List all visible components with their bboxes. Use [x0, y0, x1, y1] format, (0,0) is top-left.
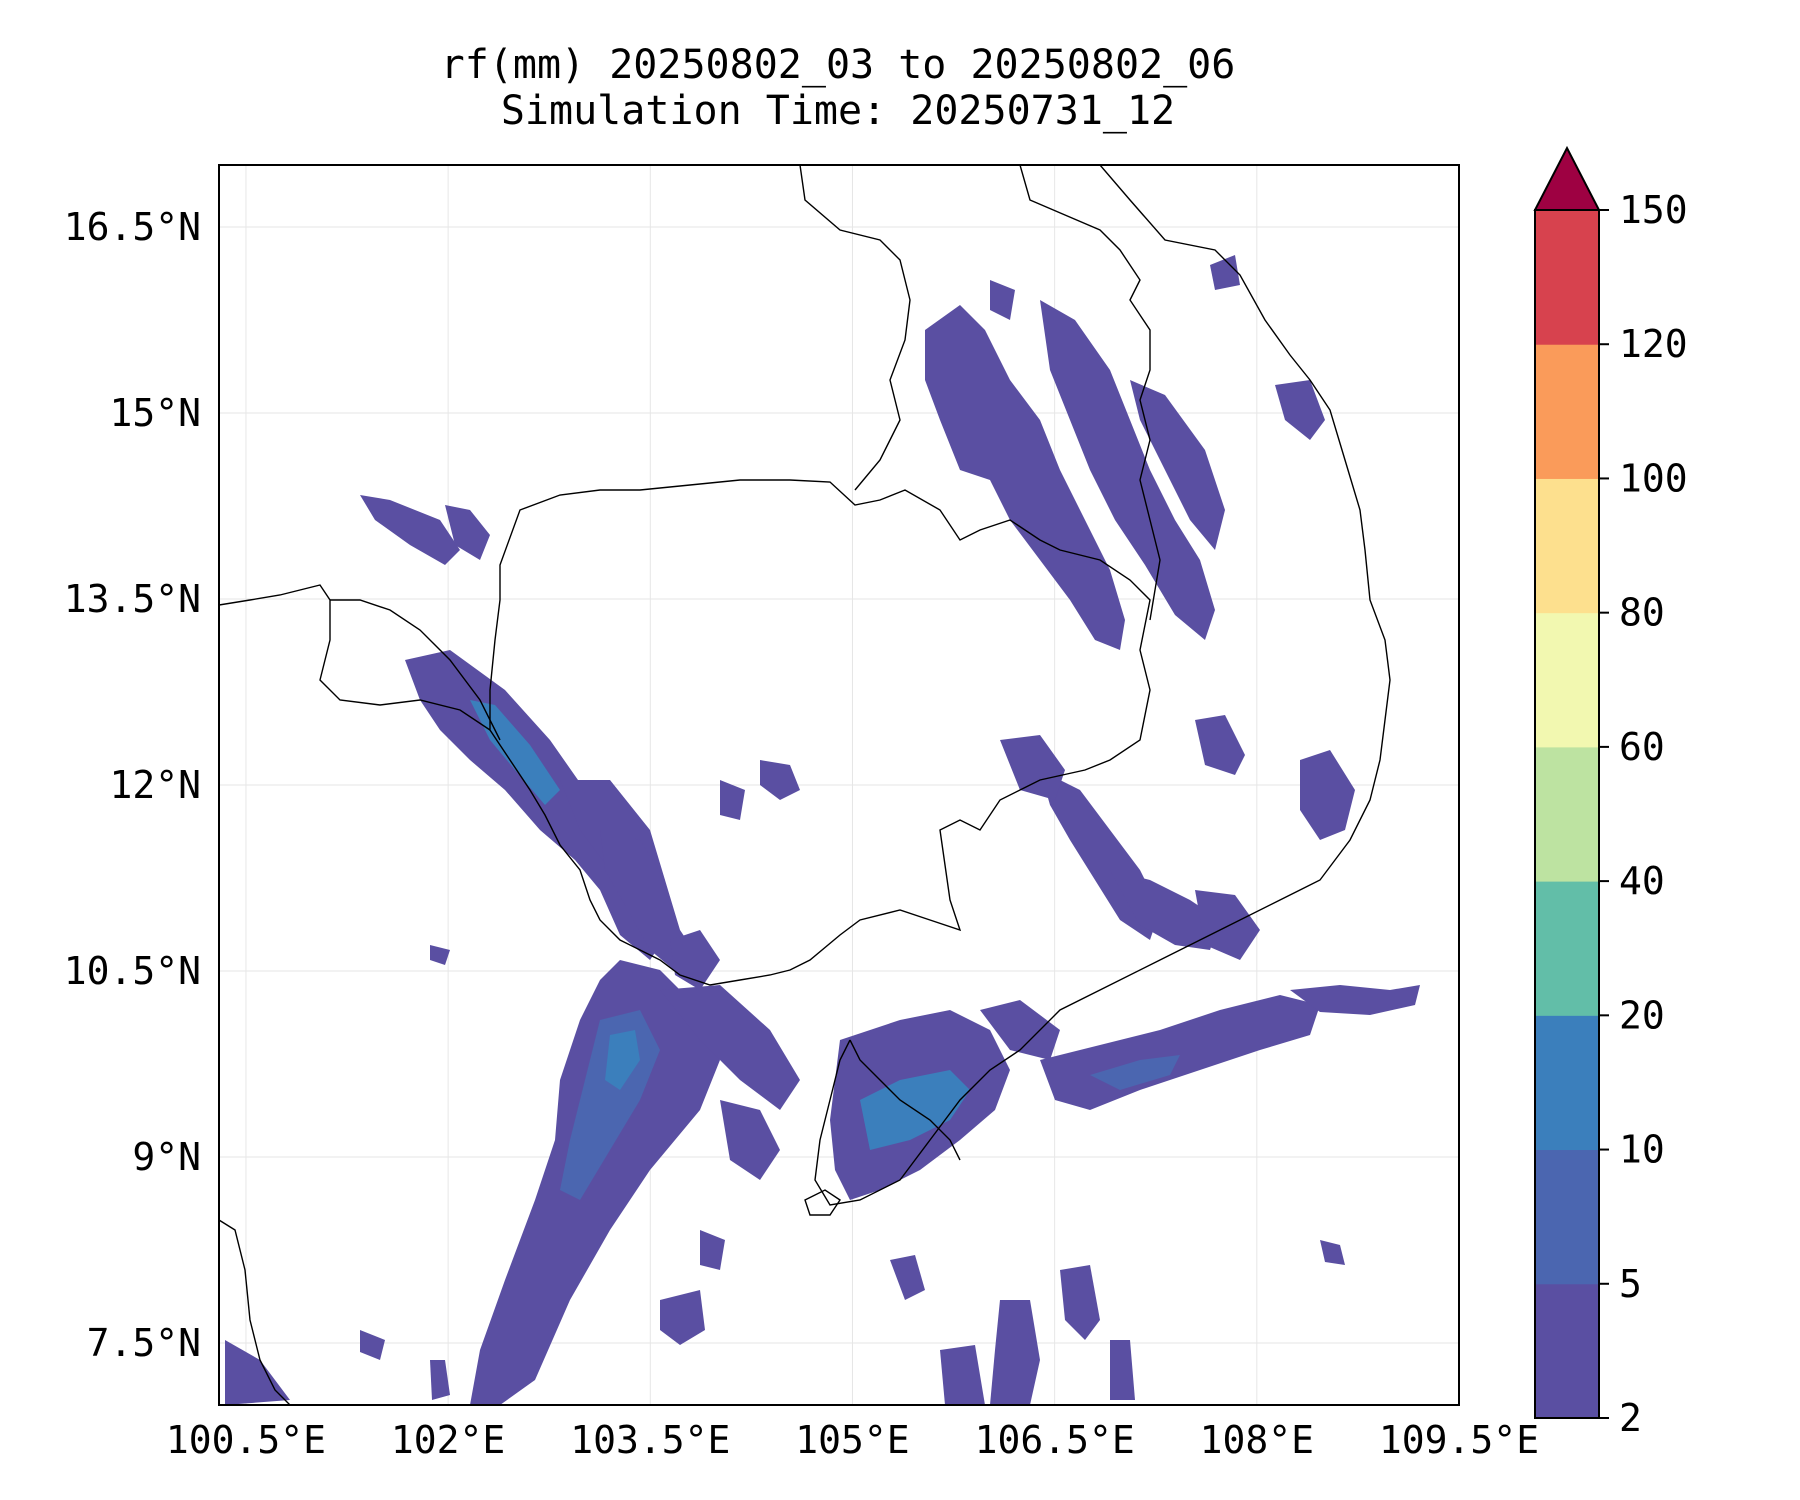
map-frame	[218, 164, 1460, 1406]
rain-area-vn-coast-3	[1195, 890, 1260, 960]
coastline-vietnam	[814, 165, 1391, 1206]
colorbar-tick-label: 60	[1619, 725, 1665, 769]
gridlines	[219, 165, 1459, 1405]
rain-area-south-4	[990, 1300, 1040, 1405]
rain-area-gulf-band-core	[605, 1030, 640, 1090]
rain-area-gulf-south	[720, 1100, 780, 1180]
colorbar-tick-label: 40	[1619, 859, 1665, 903]
rain-area-thailand-1	[360, 495, 460, 565]
colorbar-tick-label: 80	[1619, 591, 1665, 635]
colorbar-tick-label: 100	[1619, 456, 1688, 500]
rain-area-misc-2	[720, 780, 745, 820]
coastline-gulf-thailand-west	[219, 1219, 291, 1405]
colorbar-segment	[1535, 1015, 1599, 1151]
rain-area-south-2	[660, 1290, 705, 1345]
rain-area-laos-north	[990, 280, 1015, 320]
colorbar-segment	[1535, 344, 1599, 479]
colorbar-tick-label: 120	[1619, 322, 1688, 366]
lon-tick-label: 108°E	[1200, 1418, 1314, 1462]
coastline-and-borders	[219, 165, 1391, 1405]
colorbar-segment	[1535, 1283, 1599, 1419]
rain-area-south-5	[1060, 1265, 1100, 1340]
colorbar-segment	[1535, 746, 1599, 882]
coastline-ca-mau	[849, 1039, 961, 1161]
colorbar-segment	[1535, 210, 1599, 345]
rain-area-kampot-2	[670, 930, 720, 990]
colorbar-frame	[1534, 209, 1600, 1419]
colorbar-tick-label: 5	[1619, 1262, 1642, 1306]
colorbar-tick-label: 150	[1619, 188, 1688, 232]
colorbar-segments	[1535, 210, 1599, 1419]
colorbar-tick-label: 20	[1619, 993, 1665, 1037]
map-title-line2: Simulation Time: 20250731_12	[501, 88, 1175, 134]
rain-area-coast-central	[1275, 380, 1325, 440]
coastline-thailand-east	[219, 584, 491, 731]
rain-area-south-3	[890, 1255, 925, 1300]
lon-tick-label: 109.5°E	[1379, 1418, 1539, 1462]
border-laos-south	[799, 165, 911, 491]
lon-tick-label: 103.5°E	[570, 1418, 730, 1462]
rain-area-offshore-east	[1290, 985, 1420, 1015]
rain-area-misc-3	[430, 945, 450, 965]
rain-area-laos-plateau	[1040, 300, 1215, 640]
rain-area-central-highlands	[925, 305, 1125, 650]
lon-tick-label: 100.5°E	[166, 1418, 326, 1462]
colorbar-segment	[1535, 881, 1599, 1016]
latitude-tick-labels: 16.5°N 15°N 13.5°N 12°N 10.5°N 9°N 7.5°N	[64, 205, 201, 1365]
border-thailand-cambodia-west	[330, 599, 501, 741]
border-cambodia	[489, 479, 1151, 986]
rain-area-offshore-core	[1090, 1055, 1180, 1090]
rain-area-south-6	[940, 1345, 985, 1405]
rain-area-gulf-band	[470, 960, 720, 1405]
rain-area-thailand-2	[445, 505, 490, 560]
lat-tick-label: 12°N	[109, 763, 201, 807]
border-vietnam-laos	[1019, 165, 1161, 621]
colorbar-tick-label: 2	[1619, 1396, 1642, 1440]
colorbar-tick-labels: 2 5 10 20 40 60 80 100 120 150	[1599, 188, 1688, 1440]
longitude-tick-labels: 100.5°E 102°E 103.5°E 105°E 106.5°E 108°E 109.…	[166, 1418, 1539, 1462]
colorbar-segment	[1535, 478, 1599, 614]
rain-area-vn-highland-south	[1000, 735, 1065, 800]
lat-tick-label: 9°N	[132, 1135, 201, 1179]
rain-area-misc-1	[760, 760, 800, 800]
rain-area-south-8	[1320, 1240, 1345, 1265]
rain-area-south-10	[360, 1330, 385, 1360]
colorbar: 2 5 10 20 40 60 80 100 120 150	[1533, 145, 1688, 1440]
lat-tick-label: 7.5°N	[87, 1321, 201, 1365]
rain-area-south-1	[700, 1230, 725, 1270]
rain-area-vn-coast-2	[1110, 870, 1220, 950]
lon-tick-label: 105°E	[795, 1418, 909, 1462]
map-title-line1: rf(mm) 20250802_03 to 20250802_06	[441, 42, 1236, 88]
lat-tick-label: 13.5°N	[64, 577, 201, 621]
rain-area-south-7	[1110, 1340, 1135, 1400]
colorbar-segment	[1535, 612, 1599, 748]
island-phu-quoc	[804, 1189, 841, 1216]
rain-area-pleiku	[1130, 380, 1225, 550]
map-panel: 100.5°E 102°E 103.5°E 105°E 106.5°E 108°E 109.…	[64, 164, 1539, 1462]
rain-area-south-9	[430, 1360, 450, 1400]
rain-area-coast-north	[1210, 255, 1240, 290]
rain-area-vn-east-hills	[1300, 750, 1355, 840]
lat-tick-label: 16.5°N	[64, 205, 201, 249]
colorbar-extend-arrow	[1533, 145, 1601, 211]
rain-area-cardamom	[405, 650, 670, 960]
colorbar-tick-label: 10	[1619, 1128, 1665, 1172]
lon-tick-label: 102°E	[391, 1418, 505, 1462]
rain-area-delta-east	[980, 1000, 1060, 1060]
lon-tick-label: 106.5°E	[975, 1418, 1135, 1462]
rain-area-vn-east-hills-2	[1195, 715, 1245, 775]
lat-tick-label: 10.5°N	[64, 949, 201, 993]
colorbar-segment	[1535, 1149, 1599, 1285]
lat-tick-label: 15°N	[109, 391, 201, 435]
rain-area-gulf-west	[660, 985, 800, 1110]
